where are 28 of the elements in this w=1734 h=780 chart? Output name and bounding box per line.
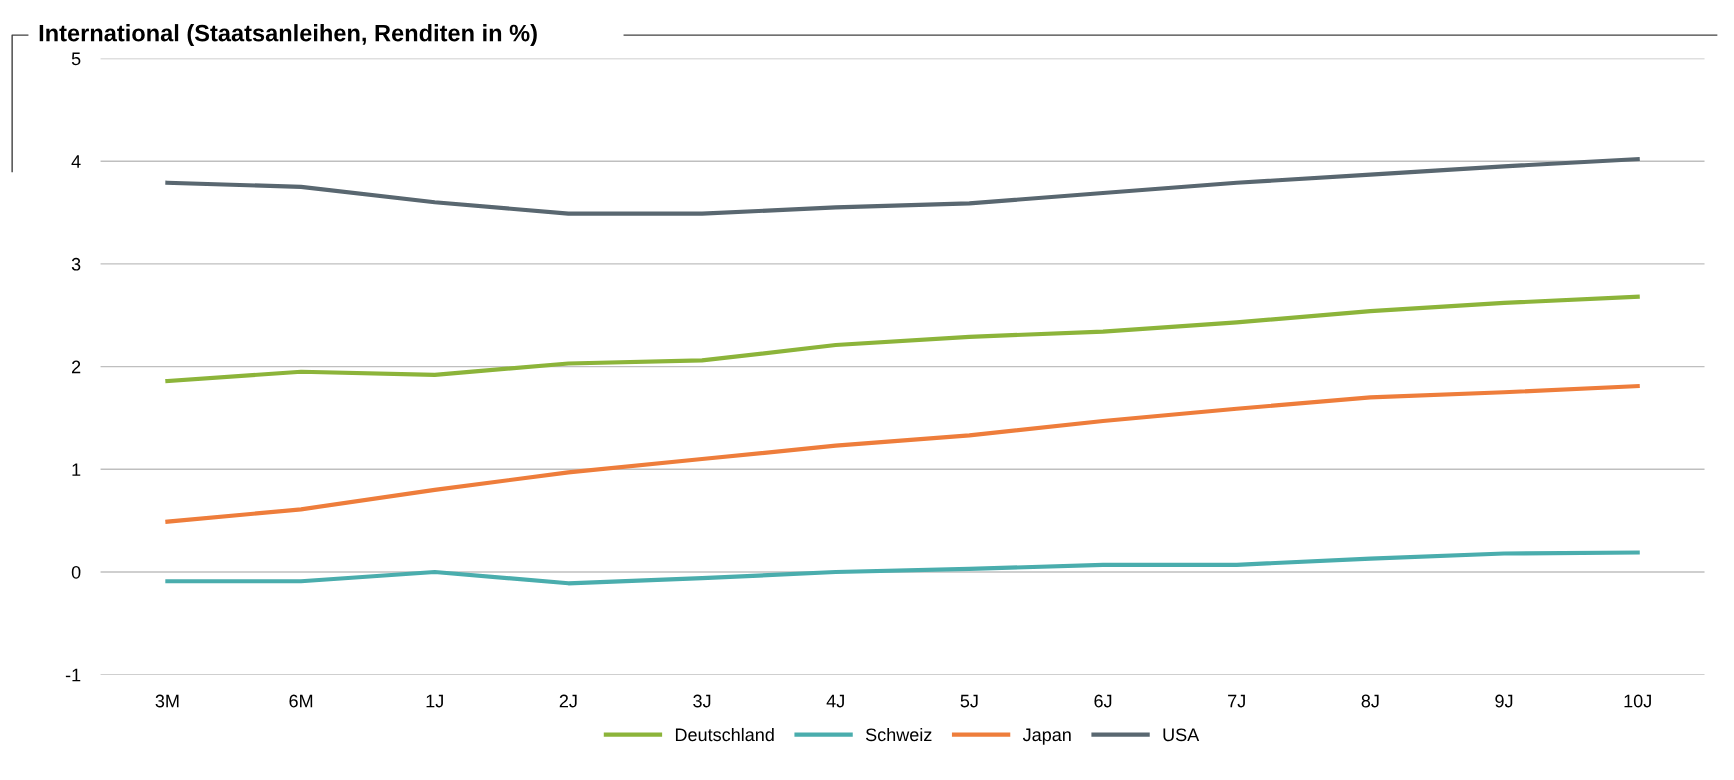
legend-label: USA [1163,728,1200,742]
line-series [165,294,1640,384]
x-tick-label: 6J [1094,694,1112,708]
x-tick-label: 2J [559,694,577,708]
legend-label: Schweiz [865,727,932,742]
line-series [165,550,1640,586]
x-tick-label: 7J [1228,694,1245,708]
y-tick-label: 3 [71,257,81,271]
y-tick-label: 0 [71,565,81,579]
x-tick-label: 8J [1361,694,1379,708]
x-tick-label: 3M [155,694,179,708]
x-tick-label: 9J [1495,694,1513,708]
line-series [165,384,1640,524]
x-tick-label: 6M [289,694,313,708]
line-series [165,157,1640,216]
x-tick-label: 1J [426,694,443,708]
y-tick-label: 2 [72,360,81,374]
x-tick-label: 5J [960,694,978,708]
y-tick-label: -1 [65,668,81,682]
x-tick-label: 10J [1624,694,1651,708]
x-tick-label: 4J [826,694,844,708]
legend-label: Deutschland [675,727,774,742]
y-tick-label: 1 [72,463,81,476]
y-tick-label: 5 [71,52,81,66]
chart-title: International (Staatsanleihen, Renditen in %) [39,24,537,47]
y-tick-label: 4 [71,155,81,168]
x-tick-label: 3J [693,694,711,708]
legend-label: Japan [1022,728,1071,745]
